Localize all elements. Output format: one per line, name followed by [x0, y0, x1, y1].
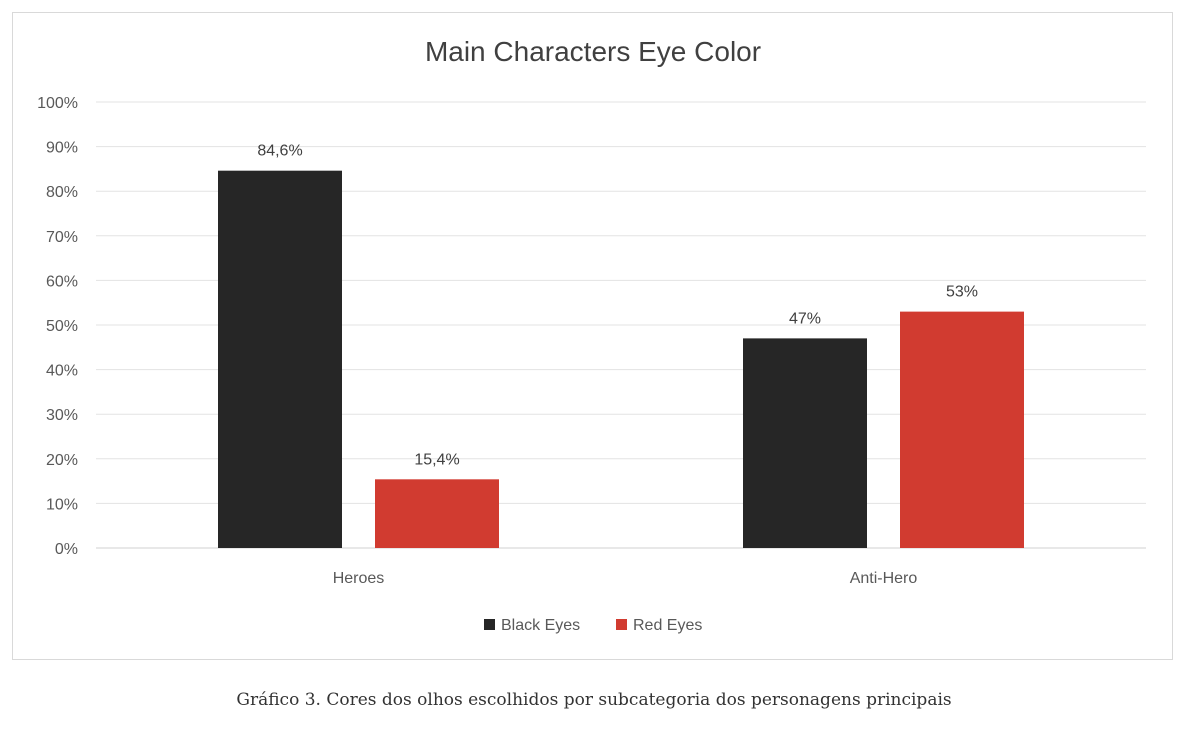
data-labels: 84,6% 15,4% 47% 53%	[257, 143, 978, 469]
x-tick-label: Heroes	[333, 570, 385, 587]
y-tick-label: 60%	[46, 273, 78, 290]
bar-black-eyes	[743, 338, 867, 548]
y-tick-label: 40%	[46, 363, 78, 380]
data-label: 47%	[789, 310, 821, 327]
y-axis-tick-labels: 0% 10% 20% 30% 40% 50% 60% 70% 80% 90% 100%	[37, 95, 78, 558]
y-tick-label: 90%	[46, 140, 78, 157]
chart-title: Main Characters Eye Color	[425, 36, 761, 67]
legend: Black Eyes Red Eyes	[484, 617, 702, 634]
y-tick-label: 30%	[46, 407, 78, 424]
x-tick-label: Anti-Hero	[850, 570, 918, 587]
y-tick-label: 10%	[46, 496, 78, 513]
bar-black-eyes	[218, 170, 342, 548]
x-axis-tick-labels: Heroes Anti-Hero	[333, 570, 918, 587]
legend-swatch	[484, 619, 495, 630]
y-tick-label: 50%	[46, 318, 78, 335]
data-label: 84,6%	[257, 143, 302, 160]
y-tick-label: 100%	[37, 95, 78, 112]
figure-caption: Gráfico 3. Cores dos olhos escolhidos po…	[236, 690, 952, 710]
y-tick-label: 70%	[46, 229, 78, 246]
legend-label: Black Eyes	[501, 617, 580, 634]
data-label: 15,4%	[414, 451, 459, 468]
y-tick-label: 80%	[46, 184, 78, 201]
bar-red-eyes	[375, 479, 499, 548]
y-tick-label: 0%	[55, 541, 78, 558]
bar-red-eyes	[900, 311, 1024, 548]
y-tick-label: 20%	[46, 452, 78, 469]
legend-label: Red Eyes	[633, 617, 702, 634]
data-label: 53%	[946, 284, 978, 301]
legend-swatch	[616, 619, 627, 630]
bars	[218, 170, 1024, 548]
